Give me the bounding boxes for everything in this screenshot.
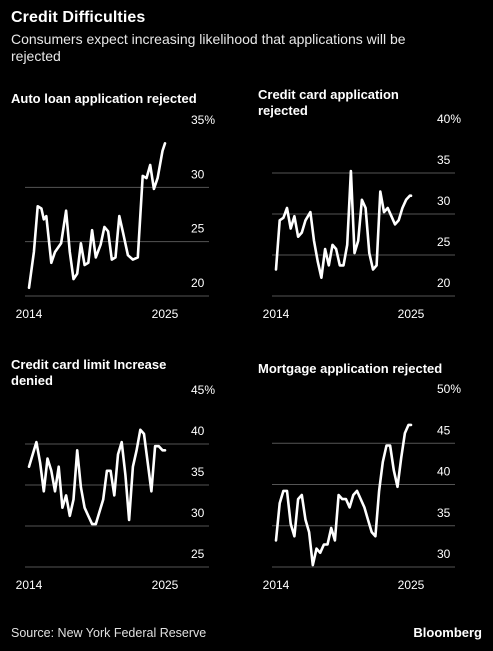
panel-title-credit-limit: Credit card limit Increase denied xyxy=(11,357,167,388)
credit-card-application-y-tick-label: 30 xyxy=(437,194,451,208)
mortgage-x-tick-label: 2025 xyxy=(398,578,425,592)
auto-loan-y-tick-label: 20 xyxy=(191,276,205,290)
mortgage-y-tick-label: 40 xyxy=(437,465,451,479)
credit-limit-y-tick-label: 25 xyxy=(191,547,205,561)
auto-loan-x-tick-label: 2025 xyxy=(152,307,179,321)
mortgage-y-tick-label: 50% xyxy=(437,382,461,396)
credit-card-application-y-tick-label: 40% xyxy=(437,112,461,126)
credit-limit-y-tick-label: 30 xyxy=(191,506,205,520)
credit-card-application-x-tick-label: 2025 xyxy=(398,307,425,321)
auto-loan-series-line xyxy=(27,142,167,290)
auto-loan-y-tick-label: 25 xyxy=(191,222,205,236)
panel-title-credit-card-application: Credit card application rejected xyxy=(258,87,399,118)
mortgage-y-tick-label: 45 xyxy=(437,423,451,437)
panel-title-auto-loan: Auto loan application rejected xyxy=(11,91,197,106)
mortgage-x-tick-label: 2014 xyxy=(263,578,290,592)
credit-limit-y-tick-label: 35 xyxy=(191,465,205,479)
source-note: Source: New York Federal Reserve xyxy=(11,626,207,640)
credit-limit-y-tick-label: 40 xyxy=(191,424,205,438)
credit-limit-x-tick-label: 2014 xyxy=(16,578,43,592)
auto-loan-y-tick-label: 30 xyxy=(191,167,205,181)
mortgage-y-tick-label: 30 xyxy=(437,547,451,561)
credit-card-application-y-tick-label: 35 xyxy=(437,153,451,167)
credit-limit-x-tick-label: 2025 xyxy=(152,578,179,592)
credit-limit-series-line xyxy=(27,428,167,526)
auto-loan-y-tick-label: 35% xyxy=(191,113,215,127)
auto-loan-x-tick-label: 2014 xyxy=(16,307,43,321)
panel-title-mortgage: Mortgage application rejected xyxy=(258,361,443,376)
chart-subtitle: Consumers expect increasing likelihood t… xyxy=(11,31,406,64)
credit-limit-y-tick-label: 45% xyxy=(191,383,215,397)
credit-card-application-y-tick-label: 25 xyxy=(437,235,451,249)
credit-card-application-series-line xyxy=(274,169,413,280)
chart-title: Credit Difficulties xyxy=(11,9,146,26)
credit-card-application-y-tick-label: 20 xyxy=(437,276,451,290)
bloomberg-logo: Bloomberg xyxy=(413,625,482,640)
mortgage-y-tick-label: 35 xyxy=(437,506,451,520)
mortgage-series-line xyxy=(274,423,413,567)
credit-card-application-x-tick-label: 2014 xyxy=(263,307,290,321)
